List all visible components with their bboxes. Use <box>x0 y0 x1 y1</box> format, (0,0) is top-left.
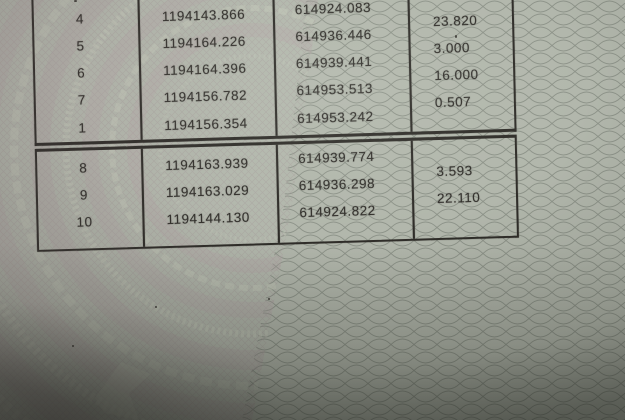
dust-speck <box>155 306 157 308</box>
clipped-text-sliver <box>74 0 77 2</box>
dust-speck <box>268 298 270 300</box>
x-coordinate-cell: 1194144.130 <box>166 209 250 228</box>
segment-length-cell: 16.000 <box>434 66 479 84</box>
point-number-cell: 6 <box>76 65 86 81</box>
y-coordinate-cell: 614953.242 <box>297 108 374 127</box>
x-coordinate-cell: 1194163.939 <box>165 155 249 174</box>
ink-tick-artifact <box>455 35 457 38</box>
x-coordinate-cell: 1194164.396 <box>162 60 247 79</box>
segment-length-cell: 0.507 <box>434 93 472 111</box>
y-coordinate-cell: 614936.298 <box>298 175 376 194</box>
y-coordinate-cell: 614924.083 <box>294 0 372 18</box>
point-number-cell: 1 <box>78 120 87 136</box>
segment-length-cell: 3.593 <box>436 162 473 180</box>
coordinate-table: 10.004 4 1194143.866 614924.083 23.820 5… <box>30 0 521 254</box>
point-number-cell: 8 <box>79 160 88 176</box>
table-section-upper: 10.004 4 1194143.866 614924.083 23.820 5… <box>30 0 517 146</box>
emblem-watermark-rings <box>0 0 608 420</box>
point-number-cell: 9 <box>79 187 89 203</box>
segment-length-cell: 23.820 <box>432 12 478 30</box>
y-coordinate-cell: 614924.822 <box>299 202 376 221</box>
x-coordinate-cell: 1194156.354 <box>164 115 248 134</box>
point-number-cell: 10 <box>76 214 93 230</box>
dust-speck <box>72 345 74 347</box>
y-coordinate-cell: 614936.446 <box>295 26 372 45</box>
ogee-mesh-pattern <box>242 0 625 420</box>
y-coordinate-cell: 614939.774 <box>297 148 375 167</box>
point-number-cell: 4 <box>75 11 85 27</box>
x-coordinate-cell: 1194164.226 <box>162 33 246 52</box>
y-coordinate-cell: 614939.441 <box>295 53 373 72</box>
x-coordinate-cell: 1194143.866 <box>161 6 246 25</box>
x-coordinate-cell: 1194163.029 <box>165 182 250 201</box>
table-section-lower: 8 1194163.939 614939.774 3.593 9 1194163… <box>34 134 519 252</box>
x-coordinate-cell: 1194156.782 <box>163 87 248 106</box>
point-number-cell: 7 <box>77 92 86 108</box>
y-coordinate-cell: 614953.513 <box>296 80 374 99</box>
point-number-cell: 5 <box>76 38 85 54</box>
segment-length-cell: 22.110 <box>436 189 481 207</box>
segment-length-cell: 3.000 <box>433 40 471 57</box>
watermark-star-fragment <box>95 362 151 420</box>
